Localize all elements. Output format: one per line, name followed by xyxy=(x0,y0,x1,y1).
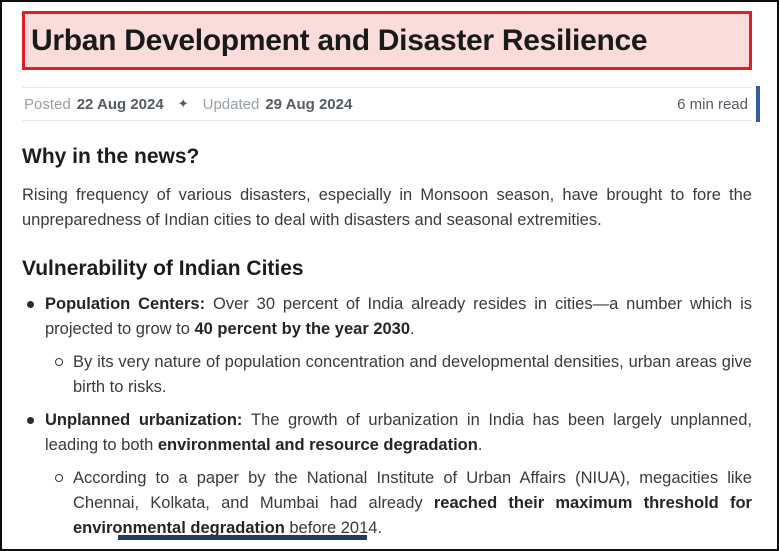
updated-date: 29 Aug 2024 xyxy=(265,95,353,113)
list-item-text: By its very nature of population concent… xyxy=(73,353,752,396)
list-item: Unplanned urbanization: The growth of ur… xyxy=(22,408,752,458)
cutoff-highlight-bar xyxy=(118,535,367,540)
star-separator-icon: ✦ xyxy=(177,96,189,111)
read-time: 6 min read xyxy=(677,95,748,113)
posted-date: 22 Aug 2024 xyxy=(76,95,164,113)
title-banner: Urban Development and Disaster Resilienc… xyxy=(22,11,752,70)
news-paragraph: Rising frequency of various disasters, e… xyxy=(22,186,752,229)
bullet-list: Population Centers: Over 30 percent of I… xyxy=(22,292,752,541)
list-item: According to a paper by the National Ins… xyxy=(22,466,752,541)
updated-label: Updated xyxy=(202,95,260,113)
post-dates: Posted 22 Aug 2024 ✦ Updated 29 Aug 2024 xyxy=(22,96,352,113)
circle-bullet-icon xyxy=(55,474,63,482)
list-item: Population Centers: Over 30 percent of I… xyxy=(22,292,752,342)
meta-bar: Posted 22 Aug 2024 ✦ Updated 29 Aug 2024… xyxy=(22,86,760,122)
posted-label: Posted xyxy=(24,95,71,113)
bullet-dot-icon xyxy=(27,417,34,424)
page-title: Urban Development and Disaster Resilienc… xyxy=(31,23,648,57)
list-item-text: Population Centers: Over 30 percent of I… xyxy=(45,295,753,338)
section-heading-vulnerability: Vulnerability of Indian Cities xyxy=(22,257,304,280)
list-item: By its very nature of population concent… xyxy=(22,350,752,400)
section-heading-news: Why in the news? xyxy=(22,145,200,168)
list-item-text: According to a paper by the National Ins… xyxy=(73,469,752,537)
circle-bullet-icon xyxy=(55,358,63,366)
bullet-dot-icon xyxy=(27,301,34,308)
read-time-accent-bar xyxy=(756,86,760,122)
article-page: Urban Development and Disaster Resilienc… xyxy=(22,0,760,549)
list-item-text: Unplanned urbanization: The growth of ur… xyxy=(45,411,752,454)
